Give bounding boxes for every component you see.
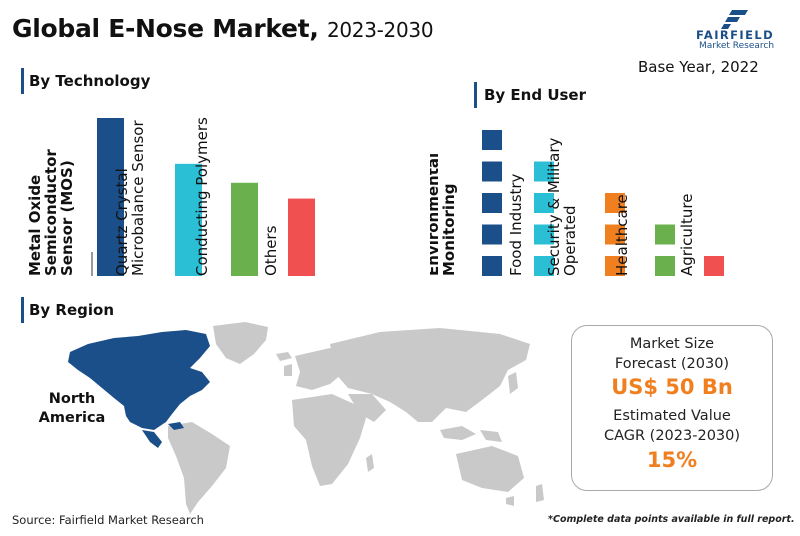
market-size-label: Market Size xyxy=(629,336,715,352)
world-map xyxy=(68,322,544,514)
tech-category-label: Others xyxy=(262,225,280,276)
enduser-bar-segment xyxy=(534,161,554,182)
map-other-regions xyxy=(168,322,544,514)
enduser-category-label: Agriculture xyxy=(678,194,696,277)
map-label-line: North xyxy=(48,391,96,407)
tech-category-label: Quartz CrystalMicrobalance Sensor xyxy=(113,120,147,276)
enduser-bar-segment xyxy=(482,161,502,182)
base-year: Base Year, 2022 xyxy=(638,58,759,76)
label-line: Others xyxy=(262,225,280,276)
label-line: Food Industry xyxy=(507,173,525,276)
tech-bar xyxy=(288,198,315,276)
enduser-category-label: Healthcare xyxy=(613,194,631,276)
label-line: Semiconductor xyxy=(42,149,60,276)
market-size-sublabel: Forecast (2030) xyxy=(614,356,730,372)
enduser-category-label: Food Industry xyxy=(507,173,525,276)
label-line: Metal Oxide xyxy=(26,175,44,276)
enduser-bar-segment xyxy=(605,224,625,245)
source-note: Source: Fairfield Market Research xyxy=(12,513,204,527)
enduser-bar-segment xyxy=(482,130,502,150)
label-line: Healthcare xyxy=(613,194,631,276)
enduser-bar-segment xyxy=(655,256,675,276)
tech-category-label: Metal OxideSemiconductorSensor (MOS) xyxy=(26,149,76,276)
enduser-bar-segment xyxy=(605,193,625,213)
enduser-bar-segment xyxy=(482,224,502,245)
section-marker xyxy=(474,82,477,108)
tech-bar xyxy=(97,118,124,276)
section-marker xyxy=(21,297,24,323)
enduser-bar-segment xyxy=(655,224,675,245)
enduser-bar-segment xyxy=(704,256,724,276)
enduser-bar-segment xyxy=(482,193,502,213)
cagr-label: Estimated Value xyxy=(613,408,731,424)
enduser-category-label: EnvironmentalMonitoring xyxy=(430,153,458,276)
footnote: *Complete data points available in full … xyxy=(548,514,795,525)
enduser-bar-segment xyxy=(605,256,625,276)
map-north-america xyxy=(68,330,210,448)
cagr-value: 15% xyxy=(646,448,698,472)
title-years: 2023-2030 xyxy=(326,18,434,42)
label-line: Microbalance Sensor xyxy=(129,120,147,276)
section-title-technology: By Technology xyxy=(29,72,151,90)
label-line: Quartz Crystal xyxy=(113,168,131,276)
label-line: Operated xyxy=(561,205,579,276)
tech-bar xyxy=(175,163,202,276)
logo-name: FAIRFIELD xyxy=(696,28,775,42)
logo-subtitle: Market Research xyxy=(699,41,775,51)
end-user-bar-chart: EnvironmentalMonitoring Food Industry Secu… xyxy=(430,130,724,277)
section-title-end-user: By End User xyxy=(484,86,586,104)
label-line: Monitoring xyxy=(440,184,458,276)
page-title: Global E-Nose Market, 2023-2030 xyxy=(12,14,434,43)
label-line: Conducting Polymers xyxy=(193,117,211,276)
label-line: Security & Military xyxy=(545,137,563,276)
fairfield-logo-icon xyxy=(721,10,748,29)
section-marker xyxy=(21,68,24,94)
kpi-card: Market Size Forecast (2030) US$ 50 Bn Es… xyxy=(571,325,773,491)
map-label-line: America xyxy=(38,410,106,426)
map-label-north-america: North America xyxy=(32,390,112,428)
market-size-value: US$ 50 Bn xyxy=(611,375,733,399)
enduser-bar-segment xyxy=(534,193,554,213)
section-title-region: By Region xyxy=(29,301,115,319)
label-line: Sensor (MOS) xyxy=(58,160,76,276)
tech-category-label: Conducting Polymers xyxy=(193,117,211,276)
cagr-sublabel: CAGR (2023-2030) xyxy=(603,428,741,444)
label-line: Environmental xyxy=(430,153,442,276)
label-line: Agriculture xyxy=(678,194,696,277)
enduser-category-label: Security & MilitaryOperated xyxy=(545,137,579,276)
technology-bar-chart: Metal OxideSemiconductorSensor (MOS) Quar… xyxy=(26,117,315,276)
enduser-bar-segment xyxy=(534,256,554,276)
title-main: Global E-Nose Market, xyxy=(12,14,319,43)
tech-bar xyxy=(231,182,258,276)
enduser-bar-segment xyxy=(534,224,554,245)
enduser-bar-segment xyxy=(482,256,502,276)
